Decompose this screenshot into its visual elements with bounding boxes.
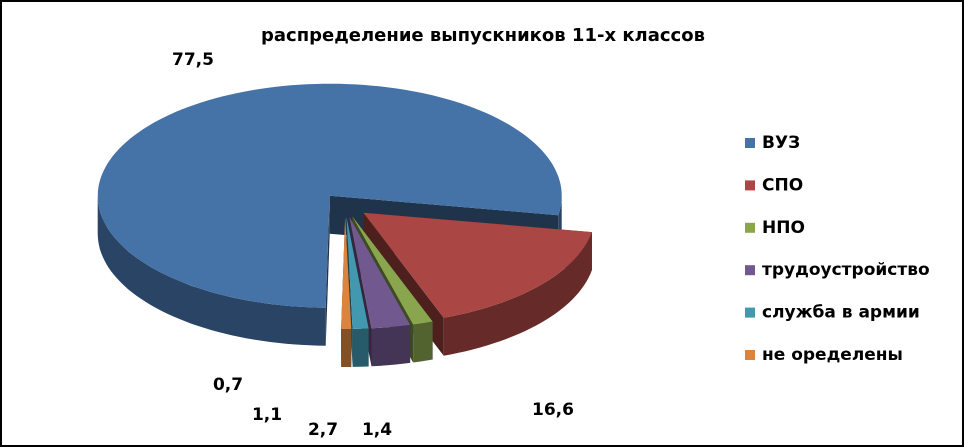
legend-swatch — [745, 265, 755, 276]
slice-wall — [325, 195, 330, 346]
slice-rim — [97, 195, 326, 346]
slice — [349, 216, 411, 329]
data-label: 77,5 — [172, 50, 214, 70]
legend-label: трудоустройство — [762, 260, 930, 280]
slice — [346, 217, 369, 329]
slice-rim — [352, 328, 369, 367]
legend-swatch — [745, 180, 755, 191]
slice-rim — [371, 324, 411, 367]
legend-swatch — [745, 350, 755, 360]
data-label: 0,7 — [213, 375, 243, 395]
data-label: 1,4 — [362, 420, 392, 440]
slice — [363, 212, 592, 318]
legend-label: СПО — [762, 175, 803, 195]
slice — [97, 83, 562, 308]
legend-label: НПО — [762, 218, 805, 238]
data-label: 2,7 — [308, 420, 338, 440]
legend-label: не оределены — [762, 345, 903, 365]
slice-rim — [413, 321, 433, 363]
slice-rim — [341, 329, 352, 367]
legend-swatch — [745, 138, 755, 148]
data-label: 1,1 — [252, 405, 282, 425]
legend-label: ВУЗ — [762, 133, 800, 153]
legend-swatch — [745, 222, 755, 233]
data-label: 16,6 — [532, 400, 574, 420]
legend-swatch — [745, 307, 755, 318]
chart-title: распределение выпускников 11-х классов — [261, 25, 705, 46]
legend-label: служба в армии — [762, 303, 920, 323]
slice — [341, 217, 352, 329]
slice-rim — [443, 232, 592, 356]
slice — [352, 216, 433, 325]
